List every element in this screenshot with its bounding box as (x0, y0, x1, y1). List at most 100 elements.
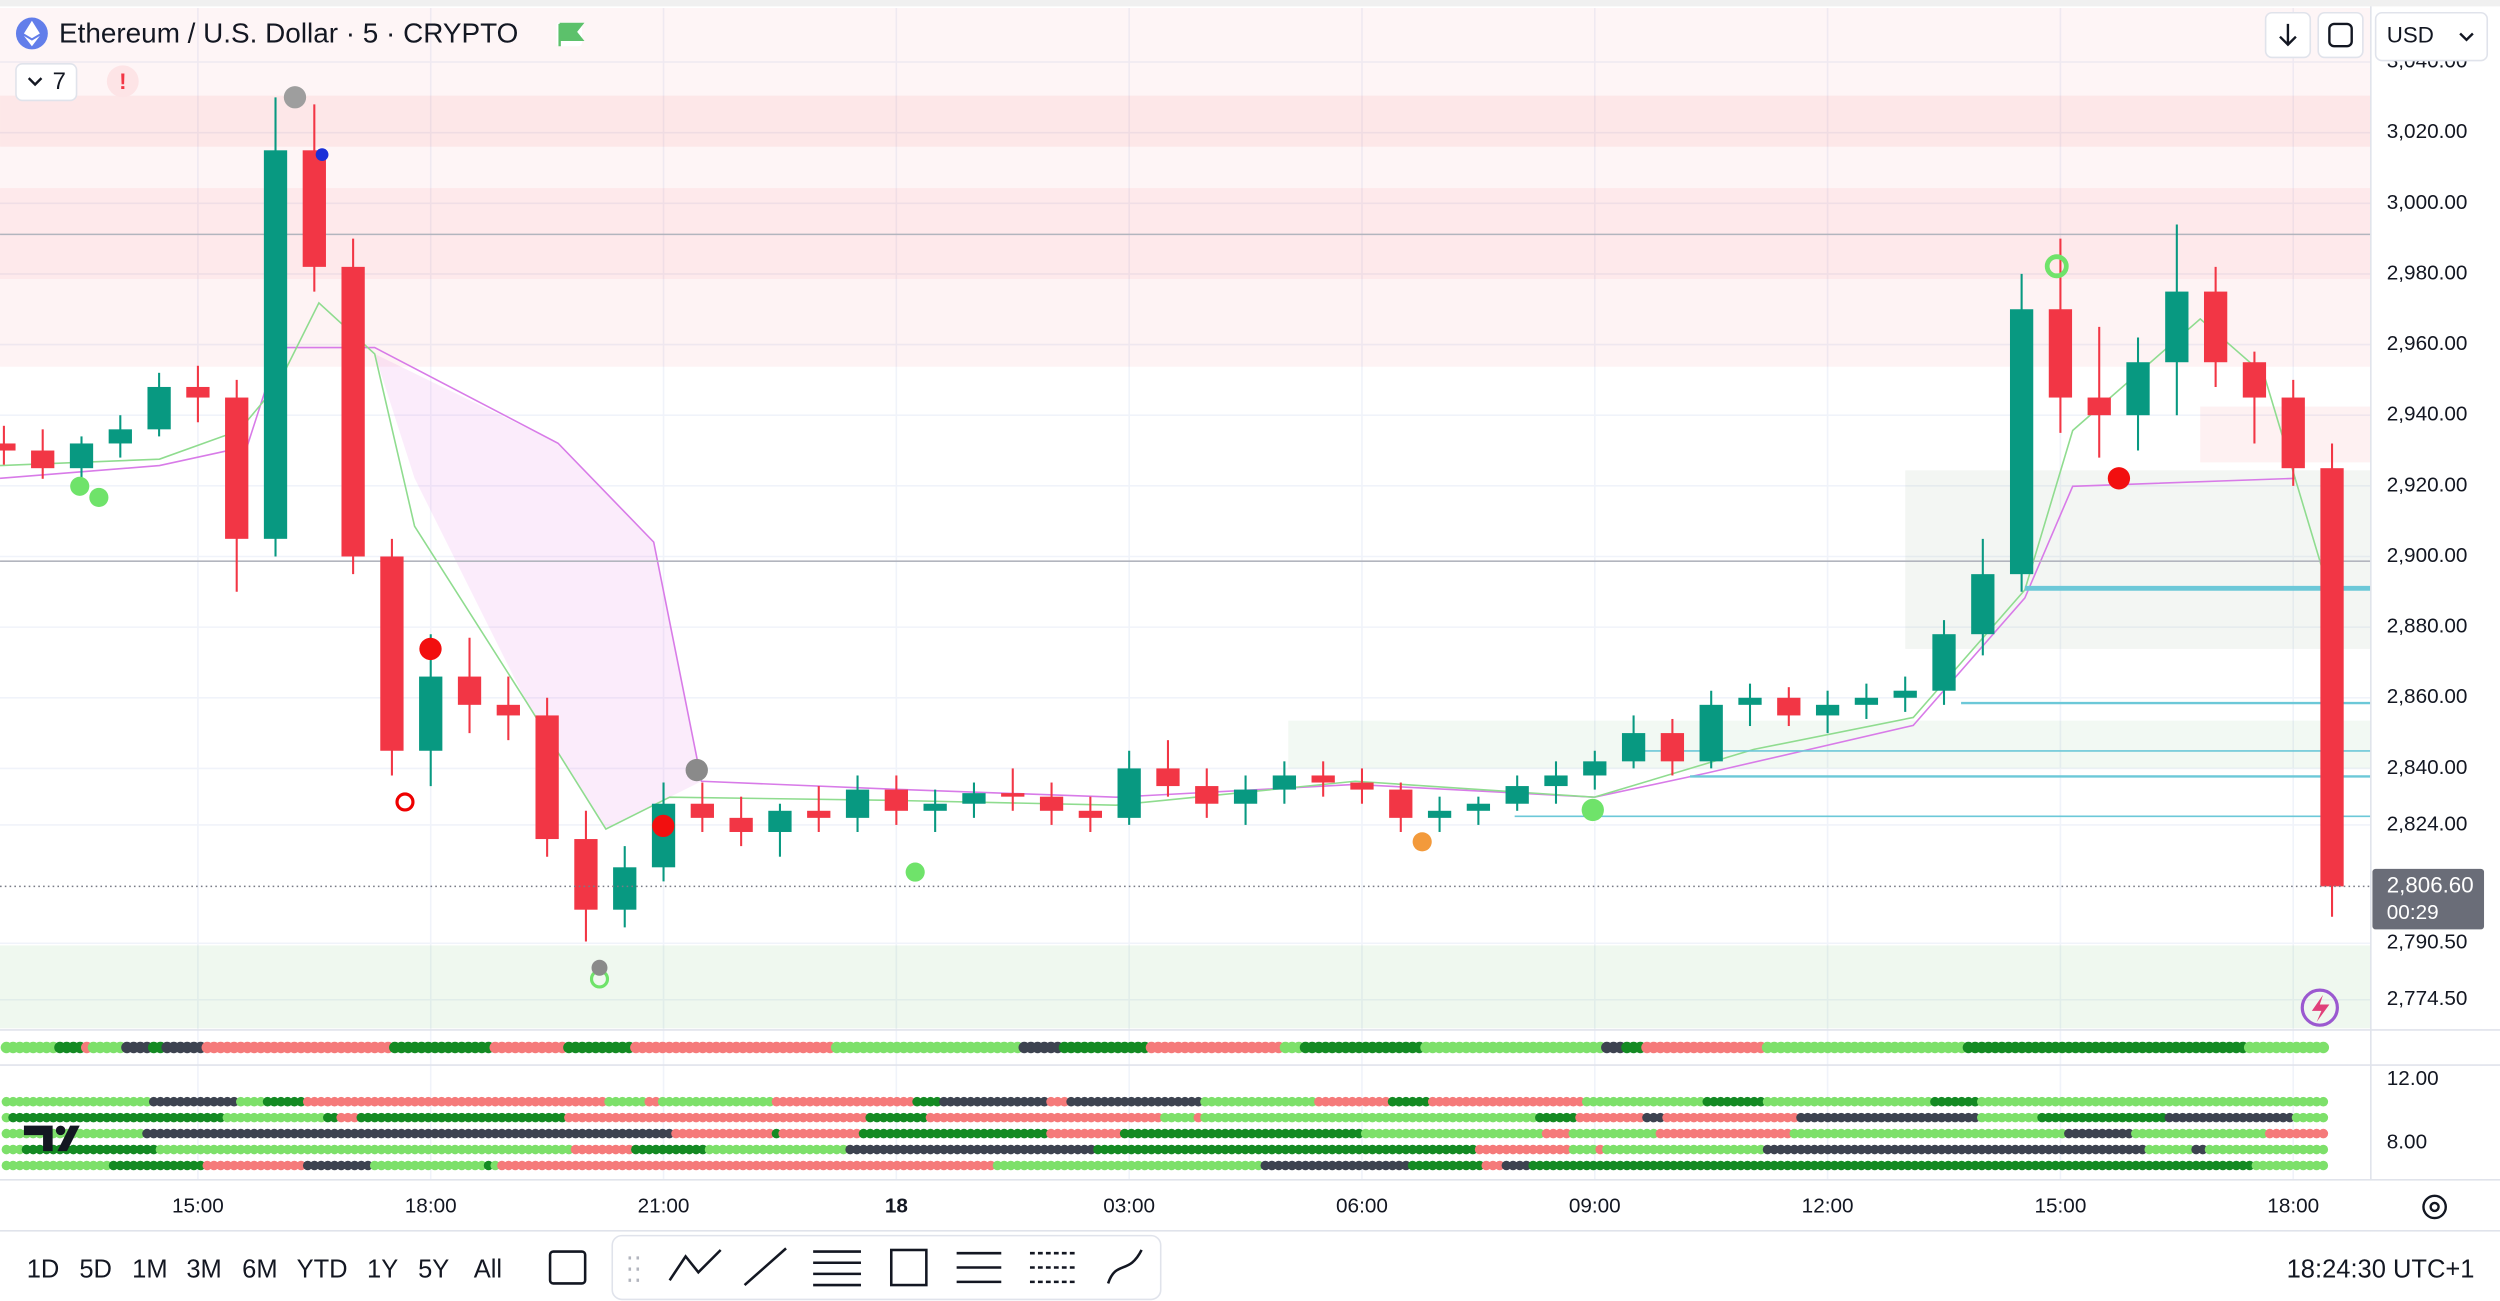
tool-icon[interactable] (1106, 1249, 1143, 1284)
indicator-dot (2050, 1144, 2061, 1155)
indicator-dot (2084, 1096, 2094, 1107)
indicator-dot (1, 1128, 12, 1139)
indicator-dot (1441, 1160, 1451, 1171)
indicator-dot (1635, 1096, 1646, 1107)
assistant-button[interactable] (2300, 988, 2339, 1027)
indicator-dot (1032, 1096, 1043, 1107)
indicator-dot (497, 1128, 507, 1139)
indicator-dot (1206, 1144, 1217, 1155)
indicator-dot (1407, 1112, 1418, 1123)
indicator-dot (1340, 1160, 1351, 1171)
range-button[interactable]: 5Y (418, 1255, 449, 1283)
indicator-dot (235, 1112, 246, 1123)
indicator-dot (1829, 1160, 1840, 1171)
indicator-dot (68, 1112, 79, 1123)
indicator-dot (2077, 1128, 2088, 1139)
indicator-dot (517, 1096, 527, 1107)
indicator-dot (778, 1160, 788, 1171)
indicator-dot (202, 1096, 213, 1107)
indicator-dot (1776, 1160, 1786, 1171)
reset-button[interactable] (2317, 11, 2364, 59)
indicator-dot (242, 1160, 253, 1171)
tool-icon[interactable] (956, 1251, 1002, 1284)
alert-badge[interactable] (106, 65, 139, 98)
indicator-dot (1930, 1096, 1940, 1107)
indicator-dot (1186, 1144, 1197, 1155)
indicator-dot (222, 1112, 233, 1123)
indicator-dot (1535, 1128, 1545, 1139)
indicator-dot (1668, 1128, 1679, 1139)
indicator-dot (1635, 1144, 1646, 1155)
indicator-dot (1675, 1096, 1686, 1107)
indicator-dot (1153, 1160, 1163, 1171)
settings-button[interactable] (2422, 1194, 2447, 1220)
indicator-dot (1528, 1128, 1538, 1139)
indicator-dot (1059, 1128, 1070, 1139)
indicator-dot (1354, 1160, 1364, 1171)
indicator-dot (1896, 1112, 1907, 1123)
indicator-dot (1916, 1128, 1927, 1139)
indicator-dot (959, 1112, 969, 1123)
indicator-dot (2171, 1096, 2181, 1107)
scroll-button[interactable] (2264, 11, 2312, 59)
range-button[interactable]: 1M (132, 1255, 167, 1283)
indicator-dot (1019, 1128, 1030, 1139)
indicator-dot (1066, 1144, 1076, 1155)
indicator-dot (1836, 1112, 1846, 1123)
range-button[interactable]: 1D (27, 1255, 60, 1283)
indicator-dot (905, 1128, 916, 1139)
indicator-dot (1401, 1160, 1411, 1171)
indicator-dot (450, 1144, 460, 1155)
x-tick-label: 06:00 (1336, 1194, 1388, 1217)
indicator-dot (256, 1128, 266, 1139)
indicators-toggle[interactable]: 7 (15, 62, 78, 102)
indicator-dot (423, 1128, 434, 1139)
indicator-dot (905, 1112, 916, 1123)
candle-body (807, 810, 831, 818)
indicator-dot (1146, 1112, 1157, 1123)
indicator-dot (396, 1112, 407, 1123)
indicator-dot (2090, 1096, 2101, 1107)
indicator-dot (624, 1128, 634, 1139)
indicator-dot (316, 1112, 326, 1123)
indicator-dot (2171, 1128, 2181, 1139)
range-button[interactable]: 1Y (367, 1255, 398, 1283)
indicator-dot (979, 1128, 989, 1139)
range-button[interactable]: 5D (79, 1255, 112, 1283)
indicator-dot (999, 1144, 1009, 1155)
indicator-dot (590, 1144, 601, 1155)
indicator-dot (798, 1160, 809, 1171)
indicator-dot (155, 1144, 166, 1155)
indicator-dot (48, 1112, 59, 1123)
indicator-dot (1575, 1096, 1585, 1107)
indicator-dot (1950, 1128, 1960, 1139)
indicator-dot (711, 1128, 721, 1139)
indicator-dot (142, 1112, 152, 1123)
tool-icon[interactable] (668, 1249, 722, 1281)
indicator-dot (2171, 1112, 2181, 1123)
tool-icon[interactable] (889, 1248, 928, 1287)
indicator-dot (510, 1128, 521, 1139)
indicator-dot (162, 1128, 172, 1139)
indicator-dot (2198, 1144, 2208, 1155)
range-button[interactable]: All (474, 1255, 502, 1283)
indicator-dot (2157, 1096, 2168, 1107)
indicator-dot (316, 1160, 326, 1171)
indicator-dot (256, 1112, 266, 1123)
currency-select[interactable]: USD (2374, 11, 2489, 62)
tool-icon[interactable] (548, 1250, 587, 1285)
tool-icon[interactable] (743, 1247, 787, 1287)
indicator-dot (2184, 1128, 2195, 1139)
tool-icon[interactable] (813, 1250, 861, 1287)
indicator-dot (483, 1160, 494, 1171)
range-button[interactable]: YTD (297, 1255, 348, 1283)
range-button[interactable]: 6M (242, 1255, 277, 1283)
range-button[interactable]: 3M (186, 1255, 221, 1283)
indicator-dot (1856, 1112, 1867, 1123)
indicator-dot (456, 1160, 467, 1171)
indicator-dot (985, 1144, 996, 1155)
indicator-dot (343, 1128, 353, 1139)
indicator-dot (805, 1112, 815, 1123)
indicator-dot (2117, 1144, 2128, 1155)
candle-body (1621, 733, 1646, 762)
